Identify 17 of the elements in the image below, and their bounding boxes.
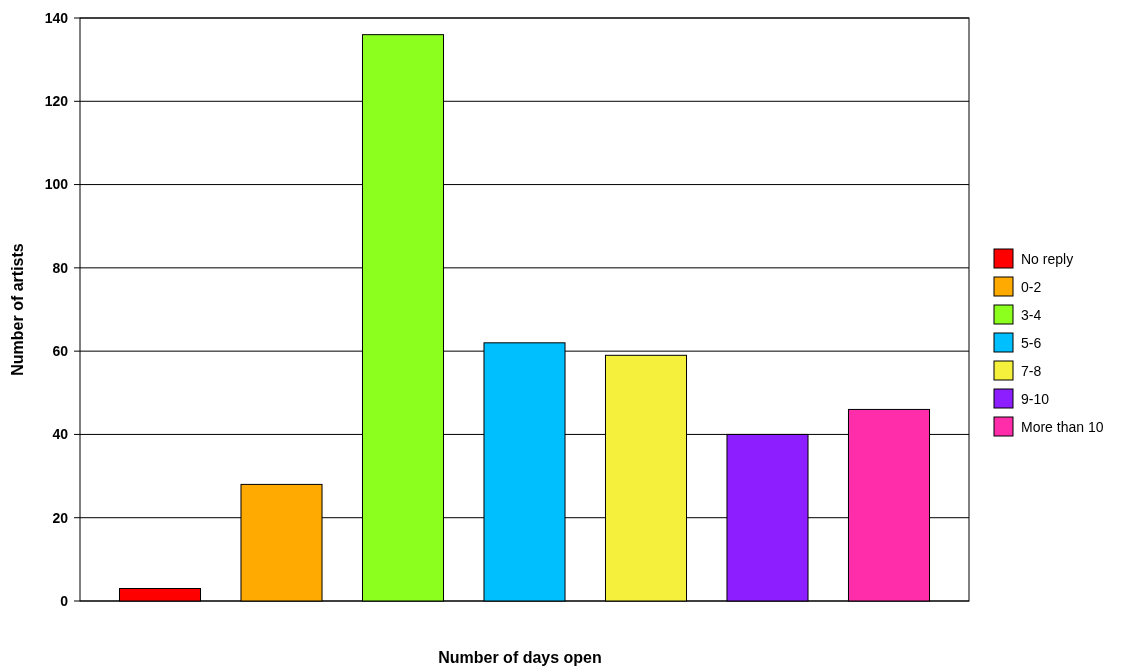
- y-tick-label: 140: [44, 9, 69, 26]
- legend-label: 0-2: [1021, 278, 1042, 295]
- legend-label: More than 10: [1021, 418, 1104, 435]
- y-tick-label: 60: [52, 343, 69, 360]
- y-tick-label: 80: [52, 259, 69, 276]
- y-tick-label: 0: [60, 592, 69, 609]
- y-tick-label: 100: [44, 176, 69, 193]
- legend-label: 3-4: [1021, 306, 1042, 323]
- y-tick-label: 120: [44, 93, 69, 110]
- legend-label: No reply: [1021, 250, 1074, 267]
- y-tick-label: 40: [52, 426, 69, 443]
- legend-label: 9-10: [1021, 390, 1050, 407]
- y-tick-label: 20: [52, 509, 69, 526]
- x-axis-title: Number of days open: [438, 649, 602, 666]
- legend-label: 5-6: [1021, 334, 1042, 351]
- legend-label: 7-8: [1021, 362, 1042, 379]
- y-axis-title: Number of artists: [9, 243, 26, 376]
